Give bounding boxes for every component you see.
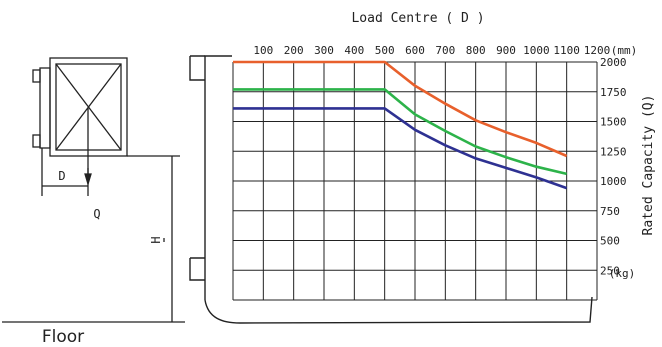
chart-grid	[232, 61, 598, 301]
x-tick-label: 200	[284, 44, 304, 57]
x-tick-label: 900	[496, 44, 516, 57]
series-line-2	[233, 88, 567, 176]
x-unit-label: (mm)	[611, 44, 638, 57]
floor-label: Floor	[42, 327, 84, 347]
y-tick-label: 1500	[600, 116, 627, 129]
chart-title: Load Centre ( D )	[351, 11, 484, 26]
y-unit-label: (kg)	[609, 267, 636, 280]
x-tick-label: 500	[375, 44, 395, 57]
x-tick-label: 100	[253, 44, 273, 57]
load-box-diagram	[2, 57, 185, 323]
series-line-3	[233, 107, 568, 190]
x-tick-label: 400	[344, 44, 364, 57]
x-tick-label: 600	[405, 44, 425, 57]
q-label: Q	[93, 207, 100, 221]
y-tick-label: 2000	[600, 56, 627, 69]
y-axis-label: Rated Capacity (Q)	[641, 95, 656, 236]
y-tick-label: 1250	[600, 145, 627, 158]
x-tick-label: 1200	[584, 44, 611, 57]
series-line-1	[233, 60, 568, 158]
x-tick-labels: 100 200 300 400 500 600 700 800 900 1000 1100 1200	[253, 44, 610, 57]
x-tick-label: 700	[435, 44, 455, 57]
y-tick-label: 1000	[600, 175, 627, 188]
x-tick-label: 800	[466, 44, 486, 57]
x-tick-label: 1100	[553, 44, 580, 57]
chart-series-group	[233, 60, 568, 190]
y-tick-label: 250	[600, 264, 620, 277]
d-label: D	[58, 169, 65, 183]
x-tick-label: 1000	[523, 44, 550, 57]
y-tick-labels: 2000 1750 1500 1250 1000 750 500 250	[600, 56, 627, 277]
fork-outline	[189, 55, 593, 324]
y-tick-label: 750	[600, 205, 620, 218]
h-label: H	[149, 236, 163, 243]
y-tick-label: 500	[600, 235, 620, 248]
y-tick-label: 1750	[600, 86, 627, 99]
x-tick-label: 300	[314, 44, 334, 57]
